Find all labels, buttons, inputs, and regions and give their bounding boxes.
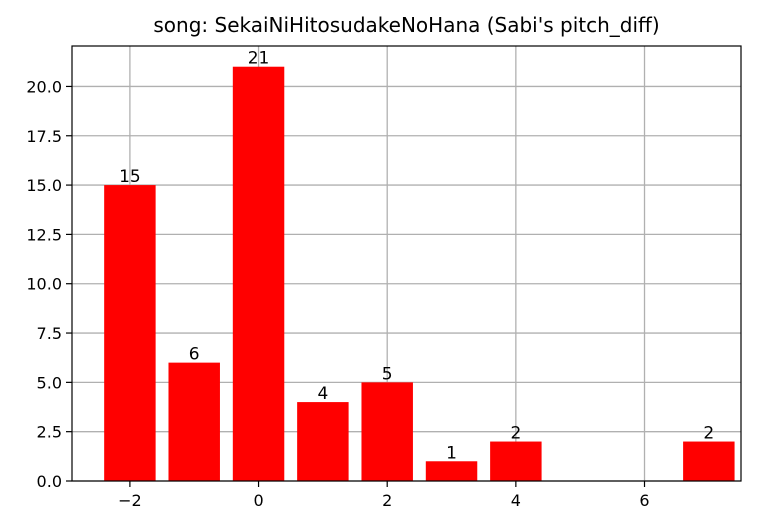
bar-value-label: 4 bbox=[317, 384, 328, 404]
y-tick-label: 17.5 bbox=[26, 127, 62, 146]
x-tick-label: 6 bbox=[639, 491, 649, 510]
y-axis-ticks: 0.0 2.5 5.0 7.5 10.0 12.5 15.0 17.5 20.0 bbox=[26, 77, 72, 491]
y-tick-label: 5.0 bbox=[37, 373, 62, 392]
bar-value-label: 15 bbox=[119, 167, 141, 187]
bar bbox=[168, 362, 220, 481]
bar-value-label: 2 bbox=[510, 424, 521, 444]
bar bbox=[361, 382, 413, 481]
bar-value-label: 2 bbox=[703, 424, 714, 444]
y-tick-label: 12.5 bbox=[26, 225, 62, 244]
x-tick-label: 2 bbox=[382, 491, 392, 510]
bar bbox=[297, 402, 349, 481]
x-axis-ticks: −2 0 2 4 6 bbox=[118, 481, 650, 510]
x-tick-label: 4 bbox=[511, 491, 521, 510]
plot-frame bbox=[71, 45, 742, 482]
x-tick-label: −2 bbox=[118, 491, 142, 510]
bar-value-label: 5 bbox=[382, 364, 393, 384]
y-tick-label: 10.0 bbox=[26, 275, 62, 294]
y-tick-label: 15.0 bbox=[26, 176, 62, 195]
bar bbox=[232, 66, 285, 481]
bar bbox=[683, 441, 735, 481]
y-tick-label: 20.0 bbox=[26, 77, 62, 96]
bar bbox=[425, 461, 478, 481]
data-labels: 15 6 21 4 5 1 2 2 bbox=[119, 49, 714, 464]
bar-value-label: 21 bbox=[248, 49, 270, 69]
bars bbox=[104, 66, 735, 481]
x-tick-label: 0 bbox=[253, 491, 263, 510]
y-tick-label: 2.5 bbox=[37, 423, 62, 442]
chart-title: song: SekaiNiHitosudakeNoHana (Sabi's pi… bbox=[153, 13, 659, 37]
bar bbox=[104, 185, 156, 481]
bar-value-label: 1 bbox=[446, 443, 457, 463]
y-tick-label: 0.0 bbox=[37, 472, 62, 491]
bar bbox=[490, 441, 542, 481]
bar-value-label: 6 bbox=[189, 345, 200, 365]
y-tick-label: 7.5 bbox=[37, 324, 62, 343]
